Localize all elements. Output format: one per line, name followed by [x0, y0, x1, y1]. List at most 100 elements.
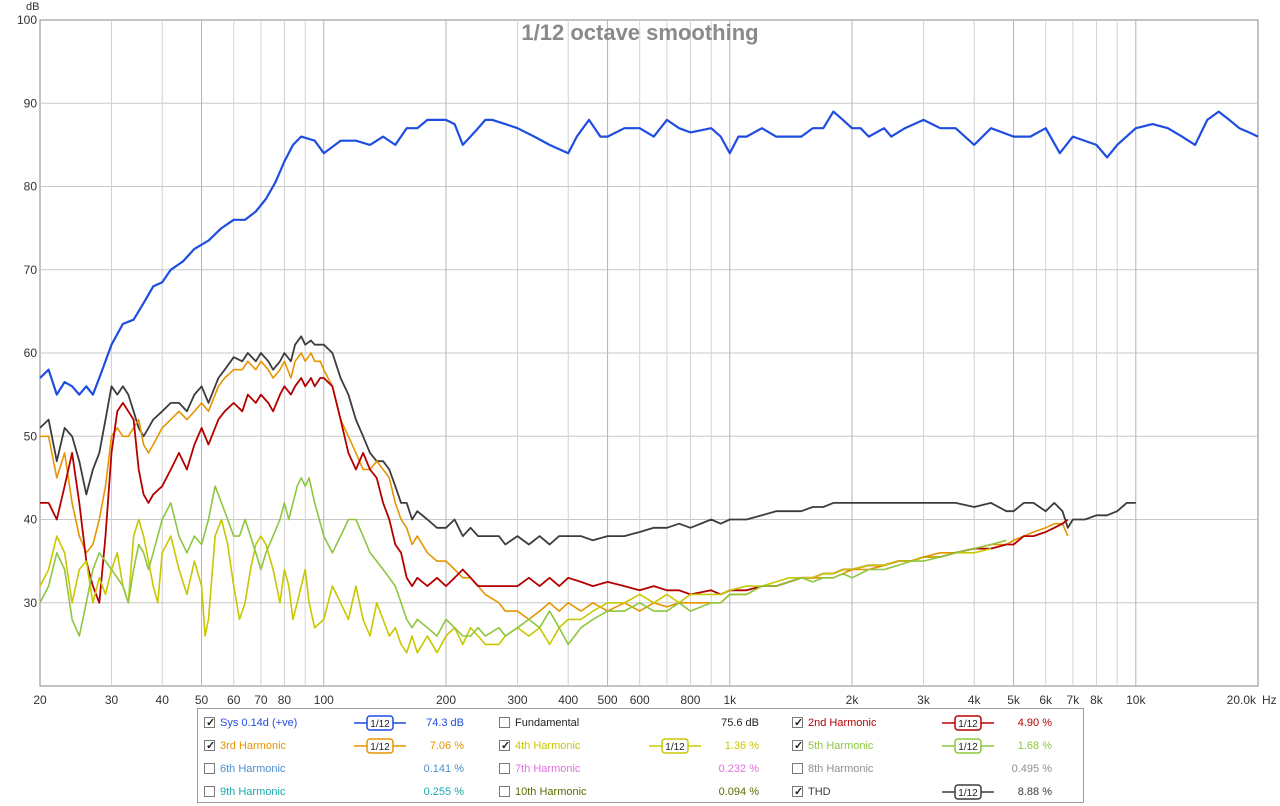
x-tick-label: 1k: [723, 693, 737, 706]
legend-smoothing-label: 1/12: [370, 719, 390, 730]
legend-item-thd: THD 1/12 8.88 %: [792, 782, 1072, 802]
legend-item-h6: 6th Harmonic 0.141 %: [204, 759, 484, 779]
x-tick-label: 20: [33, 693, 47, 706]
chart-title: 1/12 octave smoothing: [521, 20, 758, 45]
legend-label: 3rd Harmonic: [220, 740, 287, 752]
legend-item-h4: 4th Harmonic 1/12 1.36 %: [499, 736, 779, 756]
x-tick-label: 600: [630, 693, 650, 706]
legend-checkbox-h5[interactable]: [792, 736, 803, 756]
legend-item-sys: Sys 0.14d (+ve) 1/12 74.3 dB: [204, 713, 484, 733]
legend-item-h8: 8th Harmonic 0.495 %: [792, 759, 1072, 779]
y-tick-label: 60: [24, 346, 38, 360]
legend-value: 0.141 %: [423, 763, 464, 775]
legend-checkbox-sys[interactable]: [204, 713, 215, 733]
x-tick-label: 80: [278, 693, 292, 706]
legend-label: 2nd Harmonic: [808, 717, 877, 729]
x-tick-label: 8k: [1090, 693, 1104, 706]
legend-label: 7th Harmonic: [515, 763, 581, 775]
x-tick-label: 300: [507, 693, 527, 706]
grid: [40, 20, 1258, 686]
legend-smoothing-label: 1/12: [958, 788, 978, 799]
legend-label: 4th Harmonic: [515, 740, 581, 752]
series-h5-line: [39, 477, 1007, 646]
legend-label: 10th Harmonic: [515, 786, 587, 798]
x-tick-label: 3k: [917, 693, 931, 706]
x-tick-label: 40: [156, 693, 170, 706]
legend-value: 8.88 %: [1017, 786, 1052, 798]
x-tick-label: 70: [254, 693, 268, 706]
x-tick-label: 20.0k: [1227, 693, 1257, 706]
y-axis-unit: dB: [26, 1, 39, 13]
y-tick-label: 90: [24, 96, 38, 110]
x-tick-label: 7k: [1067, 693, 1081, 706]
x-tick-label: 60: [227, 693, 241, 706]
x-tick-label: 50: [195, 693, 209, 706]
y-tick-label: 80: [24, 180, 38, 194]
legend-value: 7.06 %: [429, 740, 464, 752]
x-tick-label: 800: [680, 693, 700, 706]
x-tick-label: 6k: [1039, 693, 1053, 706]
legend-checkbox-h3[interactable]: [204, 736, 215, 756]
legend-value: 1.68 %: [1017, 740, 1052, 752]
legend-value: 4.90 %: [1017, 717, 1052, 729]
x-tick-label: 5k: [1007, 693, 1021, 706]
x-tick-label: 2k: [846, 693, 860, 706]
x-tick-label: 100: [314, 693, 334, 706]
legend-checkbox-thd[interactable]: [792, 782, 803, 802]
legend-checkbox-h10[interactable]: [499, 786, 510, 797]
series-sys-line: [39, 110, 1259, 396]
legend-label: THD: [808, 786, 831, 798]
legend-checkbox-h8[interactable]: [792, 763, 803, 774]
legend-item-h5: 5th Harmonic 1/12 1.68 %: [792, 736, 1072, 756]
y-tick-label: 30: [24, 596, 38, 610]
legend-panel: Sys 0.14d (+ve) 1/12 74.3 dB Fundamental 75.…: [197, 708, 1084, 803]
legend-smoothing-label: 1/12: [665, 742, 685, 753]
legend-checkbox-h2[interactable]: [792, 713, 803, 733]
legend-label: 8th Harmonic: [808, 763, 874, 775]
y-tick-label: 100: [17, 13, 37, 27]
legend-item-h3: 3rd Harmonic 1/12 7.06 %: [204, 736, 484, 756]
legend-checkbox-h6[interactable]: [204, 763, 215, 774]
x-tick-label: 4k: [968, 693, 982, 706]
frequency-response-chart: 30 40 50 60 70 80 90 100 20 30 40 50 60 70 80 100 200 300…: [17, 1, 1277, 706]
legend-value: 75.6 dB: [721, 717, 759, 729]
legend-item-h2: 2nd Harmonic 1/12 4.90 %: [792, 713, 1072, 733]
legend-smoothing-swatch[interactable]: 1/12: [649, 738, 701, 754]
legend-smoothing-label: 1/12: [958, 719, 978, 730]
tick-labels: 30 40 50 60 70 80 90 100 20 30 40 50 60 70 80 100 200 300…: [17, 13, 1257, 706]
x-tick-label: 10k: [1126, 693, 1146, 706]
series-layer: [39, 110, 1259, 654]
legend-checkbox-h9[interactable]: [204, 786, 215, 797]
x-tick-label: 30: [105, 693, 119, 706]
legend-item-fund: Fundamental 75.6 dB: [499, 713, 779, 733]
legend-label: 6th Harmonic: [220, 763, 286, 775]
legend-value: 74.3 dB: [426, 717, 464, 729]
legend-checkbox-h4[interactable]: [499, 736, 510, 756]
legend-smoothing-swatch[interactable]: 1/12: [942, 784, 994, 800]
legend-checkbox-h7[interactable]: [499, 763, 510, 774]
legend-smoothing-swatch[interactable]: 1/12: [354, 715, 406, 731]
series-thd-line: [39, 335, 1136, 546]
y-tick-label: 70: [24, 263, 38, 277]
legend-smoothing-swatch[interactable]: 1/12: [354, 738, 406, 754]
y-tick-label: 50: [24, 429, 38, 443]
legend-item-h7: 7th Harmonic 0.232 %: [499, 759, 779, 779]
legend-smoothing-label: 1/12: [958, 742, 978, 753]
legend-item-h10: 10th Harmonic 0.094 %: [499, 782, 779, 802]
x-tick-label: 500: [598, 693, 618, 706]
legend-value: 0.094 %: [718, 786, 759, 798]
legend-label: 9th Harmonic: [220, 786, 286, 798]
legend-smoothing-label: 1/12: [370, 742, 390, 753]
legend-label: Fundamental: [515, 717, 580, 729]
y-tick-label: 40: [24, 513, 38, 527]
legend-smoothing-swatch[interactable]: 1/12: [942, 738, 994, 754]
legend-smoothing-swatch[interactable]: 1/12: [942, 715, 994, 731]
x-tick-label: 400: [558, 693, 578, 706]
legend-value: 0.255 %: [423, 786, 464, 798]
legend-value: 0.232 %: [718, 763, 759, 775]
legend-label: Sys 0.14d (+ve): [220, 717, 298, 729]
legend-checkbox-fund[interactable]: [499, 717, 510, 728]
series-h4-line: [39, 518, 992, 654]
legend-item-h9: 9th Harmonic 0.255 %: [204, 782, 484, 802]
legend-value: 1.36 %: [724, 740, 759, 752]
